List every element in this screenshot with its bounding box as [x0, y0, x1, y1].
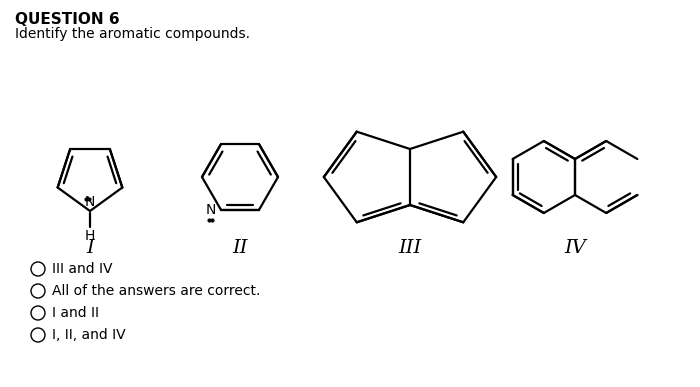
Text: H: H: [85, 229, 95, 243]
Text: III: III: [398, 239, 421, 257]
Text: I and II: I and II: [52, 306, 99, 320]
Text: III and IV: III and IV: [52, 262, 113, 276]
Text: I, II, and IV: I, II, and IV: [52, 328, 125, 342]
Text: I: I: [86, 239, 94, 257]
Text: QUESTION 6: QUESTION 6: [15, 12, 120, 27]
Text: II: II: [232, 239, 248, 257]
Text: N: N: [85, 195, 95, 209]
Text: Identify the aromatic compounds.: Identify the aromatic compounds.: [15, 27, 250, 41]
Text: N: N: [206, 203, 216, 217]
Text: IV: IV: [564, 239, 586, 257]
Text: All of the answers are correct.: All of the answers are correct.: [52, 284, 260, 298]
